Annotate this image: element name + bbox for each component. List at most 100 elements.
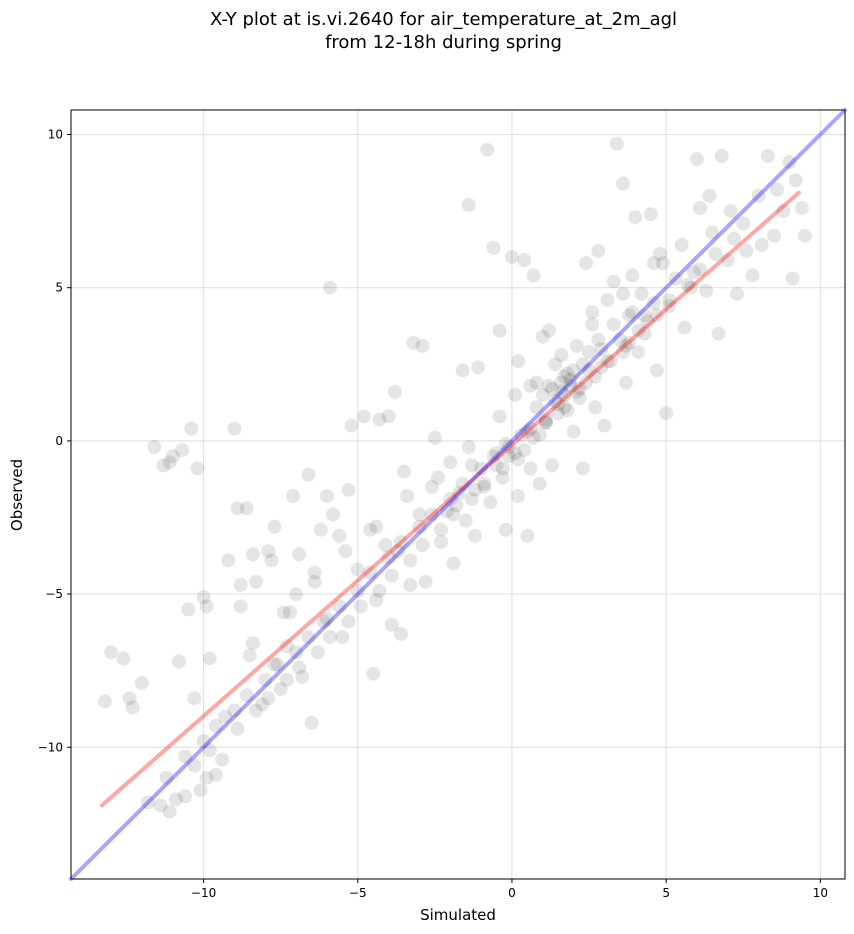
scatter-point [378, 538, 393, 553]
scatter-point [545, 458, 560, 473]
scatter-point [477, 476, 492, 491]
scatter-point [566, 424, 581, 439]
scatter-point [705, 225, 720, 240]
scatter-point [575, 461, 590, 476]
scatter-point [486, 449, 501, 464]
scatter-point [489, 458, 504, 473]
scatter-point [726, 231, 741, 246]
scatter-point [523, 421, 538, 436]
scatter-point [156, 458, 171, 473]
scatter-point [319, 611, 334, 626]
scatter-point [730, 286, 745, 301]
scatter-point [538, 415, 553, 430]
scatter-point [202, 651, 217, 666]
scatter-point [597, 418, 612, 433]
scatter-point [301, 467, 316, 482]
scatter-point [575, 357, 590, 372]
ticks-layer: −10 −5 0 5 10 −10 −5 0 5 10 [38, 128, 828, 900]
plot-frame [70, 109, 846, 880]
scatter-point [233, 599, 248, 614]
scatter-point [788, 173, 803, 188]
scatter-point [434, 534, 449, 549]
scatter-point [471, 360, 486, 375]
scatter-point [153, 798, 168, 813]
scatter-point [656, 256, 671, 271]
scatter-point [572, 390, 587, 405]
scatter-point [464, 492, 479, 507]
scatter-point [495, 461, 510, 476]
scatter-point [239, 688, 254, 703]
scatter-point [227, 703, 242, 718]
scatter-point [381, 409, 396, 424]
scatter-point [356, 409, 371, 424]
scatter-point [461, 197, 476, 212]
scatter-point [588, 369, 603, 384]
scatter-point [640, 314, 655, 329]
scatter-point [249, 574, 264, 589]
scatter-point [415, 538, 430, 553]
scatter-point [578, 256, 593, 271]
scatter-point [594, 341, 609, 356]
scatter-point [532, 427, 547, 442]
scatter-point [538, 412, 553, 427]
scatter-point [560, 403, 575, 418]
scatter-point [659, 406, 674, 421]
scatter-point [350, 562, 365, 577]
scatter-point [560, 366, 575, 381]
scatter-point [400, 489, 415, 504]
scatter-point [600, 354, 615, 369]
scatter-point [545, 381, 560, 396]
scatter-point [313, 522, 328, 537]
scatter-point [477, 479, 492, 494]
scatter-point [276, 605, 291, 620]
scatter-point [344, 418, 359, 433]
scatter-point [612, 332, 627, 347]
y-axis-label: Observed [8, 459, 26, 531]
scatter-point [662, 292, 677, 307]
scatter-point [609, 136, 624, 151]
scatter-point [397, 464, 412, 479]
scatter-point [134, 675, 149, 690]
scatter-point [372, 412, 387, 427]
scatter-point [122, 691, 137, 706]
scatter-point [723, 204, 738, 219]
scatter-point [501, 440, 516, 455]
scatter-point [646, 296, 661, 311]
scatter-point [699, 283, 714, 298]
scatter-point [569, 338, 584, 353]
scatter-point [125, 700, 140, 715]
grid-layer [71, 110, 845, 879]
scatter-point [178, 789, 193, 804]
scatter-point [693, 262, 708, 277]
scatter-point [424, 507, 439, 522]
scatter-point [517, 253, 532, 268]
scatter-point [147, 440, 162, 455]
scatter-point [720, 253, 735, 268]
scatter-point [165, 449, 180, 464]
scatter-point [461, 440, 476, 455]
scatter-point [381, 550, 396, 565]
scatter-point [603, 354, 618, 369]
scatter-point [693, 201, 708, 216]
scatter-point [634, 286, 649, 301]
scatter-point [141, 795, 156, 810]
x-tick-label: −5 [349, 886, 367, 900]
scatter-point [159, 770, 174, 785]
scatter-point [443, 492, 458, 507]
scatter-point [249, 703, 264, 718]
lines-layer [69, 108, 847, 881]
scatter-point [551, 406, 566, 421]
scatter-point [104, 645, 119, 660]
scatter-point [199, 770, 214, 785]
scatter-point [794, 201, 809, 216]
scatter-point [782, 155, 797, 170]
scatter-point [230, 721, 245, 736]
y-tick-label: 10 [48, 128, 63, 142]
scatter-point [363, 565, 378, 580]
scatter-point [622, 308, 637, 323]
scatter-point [261, 691, 276, 706]
scatter-point [162, 455, 177, 470]
scatter-point [332, 528, 347, 543]
scatter-point [289, 587, 304, 602]
scatter-point [591, 243, 606, 258]
